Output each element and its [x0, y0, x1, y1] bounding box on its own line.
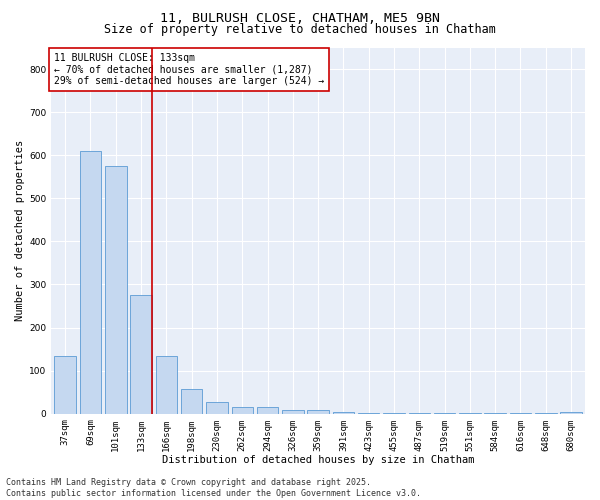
Bar	[459, 413, 481, 414]
Bar	[232, 408, 253, 414]
Text: Contains HM Land Registry data © Crown copyright and database right 2025.
Contai: Contains HM Land Registry data © Crown c…	[6, 478, 421, 498]
Bar	[181, 388, 202, 413]
Bar	[560, 412, 582, 414]
Bar	[510, 413, 531, 414]
Bar	[155, 356, 177, 414]
Bar	[332, 412, 354, 414]
Bar	[130, 295, 152, 414]
Bar	[383, 413, 405, 414]
Bar	[434, 413, 455, 414]
Bar	[484, 413, 506, 414]
Bar	[358, 413, 379, 414]
Text: 11, BULRUSH CLOSE, CHATHAM, ME5 9BN: 11, BULRUSH CLOSE, CHATHAM, ME5 9BN	[160, 12, 440, 26]
X-axis label: Distribution of detached houses by size in Chatham: Distribution of detached houses by size …	[162, 455, 475, 465]
Bar	[257, 408, 278, 414]
Bar	[307, 410, 329, 414]
Bar	[206, 402, 228, 413]
Bar	[55, 356, 76, 414]
Bar	[105, 166, 127, 414]
Bar	[409, 413, 430, 414]
Bar	[282, 410, 304, 414]
Bar	[535, 413, 557, 414]
Text: 11 BULRUSH CLOSE: 133sqm
← 70% of detached houses are smaller (1,287)
29% of sem: 11 BULRUSH CLOSE: 133sqm ← 70% of detach…	[54, 53, 324, 86]
Y-axis label: Number of detached properties: Number of detached properties	[15, 140, 25, 321]
Text: Size of property relative to detached houses in Chatham: Size of property relative to detached ho…	[104, 24, 496, 36]
Bar	[80, 151, 101, 413]
